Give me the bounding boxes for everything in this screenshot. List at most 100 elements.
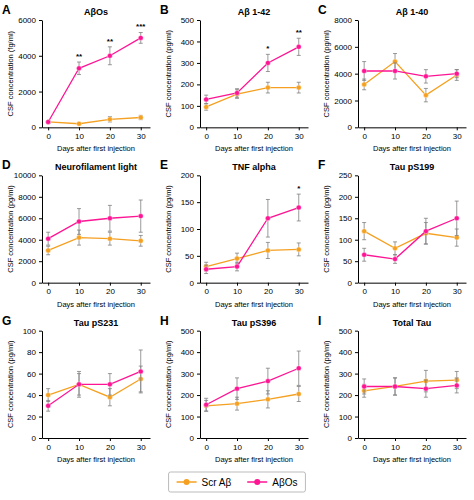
tick-mark	[355, 20, 358, 21]
point	[454, 216, 459, 221]
error-bar	[139, 200, 143, 232]
tick-mark	[426, 127, 427, 130]
tick-label: 20	[264, 132, 273, 141]
series	[46, 350, 144, 411]
tick-label: 30	[137, 443, 146, 452]
error-bar	[77, 371, 81, 397]
y-axis: 0100200300400500	[339, 327, 359, 443]
tick-mark	[457, 438, 458, 441]
line	[206, 47, 299, 100]
point	[107, 382, 112, 387]
tick-label: 6000	[18, 16, 36, 25]
panel-label: G	[2, 314, 11, 328]
tick-mark	[39, 56, 42, 57]
title: Aβ 1-40	[396, 7, 429, 17]
tick-mark	[197, 229, 200, 230]
tick-mark	[237, 283, 238, 286]
tick: 500	[339, 327, 358, 336]
panel-label: A	[2, 3, 11, 17]
series	[204, 242, 302, 270]
point	[107, 236, 112, 241]
tick-label: 0	[32, 279, 37, 288]
tick-mark	[110, 283, 111, 286]
tick: 150	[181, 198, 200, 207]
point	[138, 214, 143, 219]
x-axis: 0102030	[359, 127, 467, 141]
tick-mark	[141, 438, 142, 441]
tick-label: 0	[362, 443, 367, 452]
error-bar	[266, 199, 270, 237]
panel: 0102030050100150200ETNF alphaDays after …	[160, 158, 309, 308]
point	[265, 60, 270, 65]
tick-mark	[197, 417, 200, 418]
panel: 01020300200040006000AAβOsDays after firs…	[2, 3, 151, 153]
series	[362, 370, 460, 397]
panel-label: F	[318, 158, 325, 172]
tick-mark	[79, 438, 80, 441]
point	[204, 267, 209, 272]
tick-label: 10	[233, 287, 242, 296]
line	[364, 218, 457, 259]
error-bar	[204, 104, 208, 110]
tick-mark	[39, 374, 42, 375]
error-bar	[297, 243, 301, 256]
line	[206, 88, 299, 107]
tick-mark	[197, 41, 200, 42]
tick-label: 0	[190, 279, 195, 288]
tick-label: 200	[181, 391, 195, 400]
tick-mark	[395, 438, 396, 441]
tick-mark	[237, 127, 238, 130]
error-bar	[424, 218, 428, 244]
panel: 01020300100200300400500ITotal TauDays af…	[318, 314, 467, 464]
tick-mark	[355, 127, 358, 128]
error-bar	[297, 386, 301, 401]
tick: 10	[233, 438, 242, 452]
point	[265, 85, 270, 90]
tick-mark	[355, 374, 358, 375]
legend-label: Scr Aβ	[202, 477, 232, 488]
line	[48, 379, 141, 397]
point	[362, 68, 367, 73]
tick-label: 4000	[18, 236, 36, 245]
tick: 0	[32, 434, 42, 443]
tick-mark	[79, 127, 80, 130]
y-axis-title: CSF concentration (pg/ml)	[6, 340, 15, 428]
tick-mark	[355, 331, 358, 332]
error-bar	[393, 255, 397, 264]
axis-line	[358, 21, 359, 128]
point	[362, 252, 367, 257]
axis-line	[201, 127, 309, 128]
error-bar	[455, 70, 459, 78]
tick: 100	[339, 413, 358, 422]
point	[46, 403, 51, 408]
plot-area	[362, 370, 460, 397]
tick-label: 10	[233, 443, 242, 452]
tick-label: 80	[27, 348, 36, 357]
series	[46, 230, 144, 255]
tick-mark	[426, 283, 427, 286]
tick-mark	[426, 438, 427, 441]
tick-mark	[206, 127, 207, 130]
x-axis: 0102030	[43, 127, 151, 141]
point	[393, 68, 398, 73]
line	[206, 208, 299, 270]
tick: 0	[46, 127, 51, 141]
tick-mark	[395, 283, 396, 286]
point	[265, 397, 270, 402]
axis-line	[42, 331, 43, 438]
tick: 4000	[18, 52, 42, 61]
tick-label: 30	[295, 287, 304, 296]
tick: 20	[106, 438, 115, 452]
axis-line	[200, 331, 201, 438]
tick-label: 30	[137, 132, 146, 141]
tick-label: 100	[339, 236, 353, 245]
tick-label: 0	[204, 132, 209, 141]
tick: 0	[348, 434, 358, 443]
point	[393, 384, 398, 389]
error-bar	[46, 232, 50, 245]
series	[204, 351, 302, 411]
tick: 8000	[18, 193, 42, 202]
tick: 20	[27, 413, 42, 422]
tick-label: 0	[46, 287, 51, 296]
x-axis: 0102030	[201, 438, 309, 452]
